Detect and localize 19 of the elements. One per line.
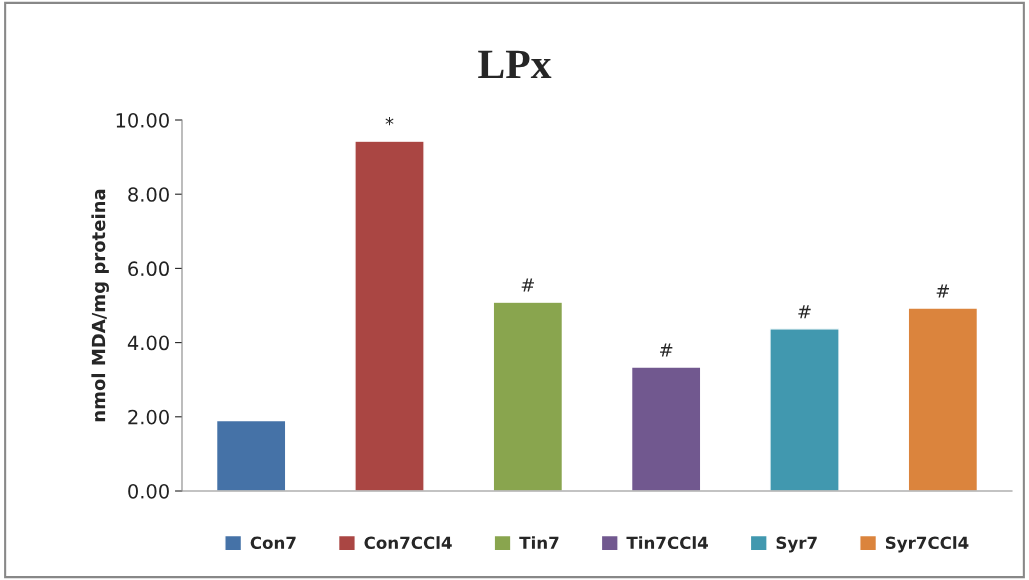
legend-label: Syr7CCl4 [885,536,969,553]
annotation: # [936,284,950,298]
annotation: # [521,278,535,292]
legend-label: Tin7 [519,536,559,549]
y-tick-label: 6.00 [128,261,169,277]
y-tick-label: 0.00 [128,483,169,499]
legend-label: Con7CCl4 [364,536,452,550]
y-tick-label: 4.00 [127,335,169,351]
legend-label: Syr7 [776,536,817,553]
annotation: * [385,117,394,126]
y-axis-title: nmol MDA/mg proteina [91,189,109,422]
legend-label: Con7 [250,536,296,550]
y-tick-label: 10.00 [116,112,169,128]
y-tick-label: 2.00 [128,409,169,425]
legend-label: Tin7CCl4 [626,536,708,550]
chart-title: LPx [478,50,552,79]
y-tick-label: 8.00 [128,187,169,202]
annotation: # [660,343,673,357]
annotation: # [798,305,811,319]
